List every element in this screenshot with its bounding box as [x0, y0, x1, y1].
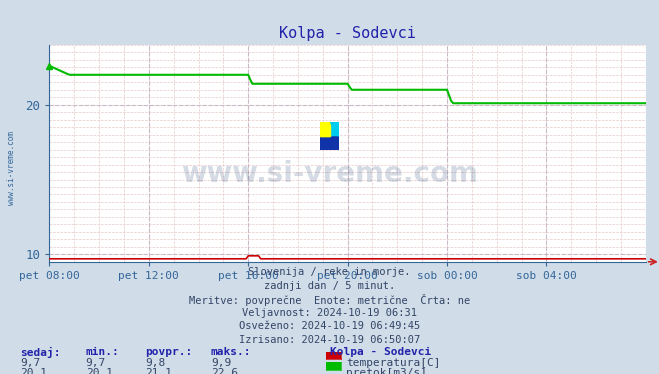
- Text: min.:: min.:: [86, 347, 119, 357]
- Polygon shape: [330, 122, 339, 136]
- Text: temperatura[C]: temperatura[C]: [346, 358, 440, 368]
- Bar: [320, 122, 330, 136]
- Text: zadnji dan / 5 minut.: zadnji dan / 5 minut.: [264, 281, 395, 291]
- Text: 9,7: 9,7: [86, 358, 106, 368]
- Polygon shape: [320, 122, 339, 150]
- Text: maks.:: maks.:: [211, 347, 251, 357]
- Polygon shape: [330, 122, 339, 136]
- Text: 9,7: 9,7: [20, 358, 40, 368]
- Text: Izrisano: 2024-10-19 06:50:07: Izrisano: 2024-10-19 06:50:07: [239, 335, 420, 345]
- Text: 20,1: 20,1: [20, 368, 47, 374]
- Text: Slovenija / reke in morje.: Slovenija / reke in morje.: [248, 267, 411, 278]
- Text: www.si-vreme.com: www.si-vreme.com: [7, 131, 16, 205]
- Title: Kolpa - Sodevci: Kolpa - Sodevci: [279, 26, 416, 41]
- Text: 21,1: 21,1: [145, 368, 172, 374]
- Text: 22,6: 22,6: [211, 368, 238, 374]
- Bar: [320, 122, 330, 136]
- Text: Veljavnost: 2024-10-19 06:31: Veljavnost: 2024-10-19 06:31: [242, 308, 417, 318]
- Text: povpr.:: povpr.:: [145, 347, 192, 357]
- Text: Meritve: povprečne  Enote: metrične  Črta: ne: Meritve: povprečne Enote: metrične Črta:…: [189, 294, 470, 306]
- Text: 9,8: 9,8: [145, 358, 165, 368]
- Text: www.si-vreme.com: www.si-vreme.com: [181, 160, 478, 188]
- Text: sedaj:: sedaj:: [20, 347, 60, 358]
- Text: Kolpa - Sodevci: Kolpa - Sodevci: [330, 347, 431, 357]
- Text: 9,9: 9,9: [211, 358, 231, 368]
- Text: Osveženo: 2024-10-19 06:49:45: Osveženo: 2024-10-19 06:49:45: [239, 321, 420, 331]
- Text: pretok[m3/s]: pretok[m3/s]: [346, 368, 427, 374]
- Polygon shape: [320, 122, 339, 136]
- Text: 20,1: 20,1: [86, 368, 113, 374]
